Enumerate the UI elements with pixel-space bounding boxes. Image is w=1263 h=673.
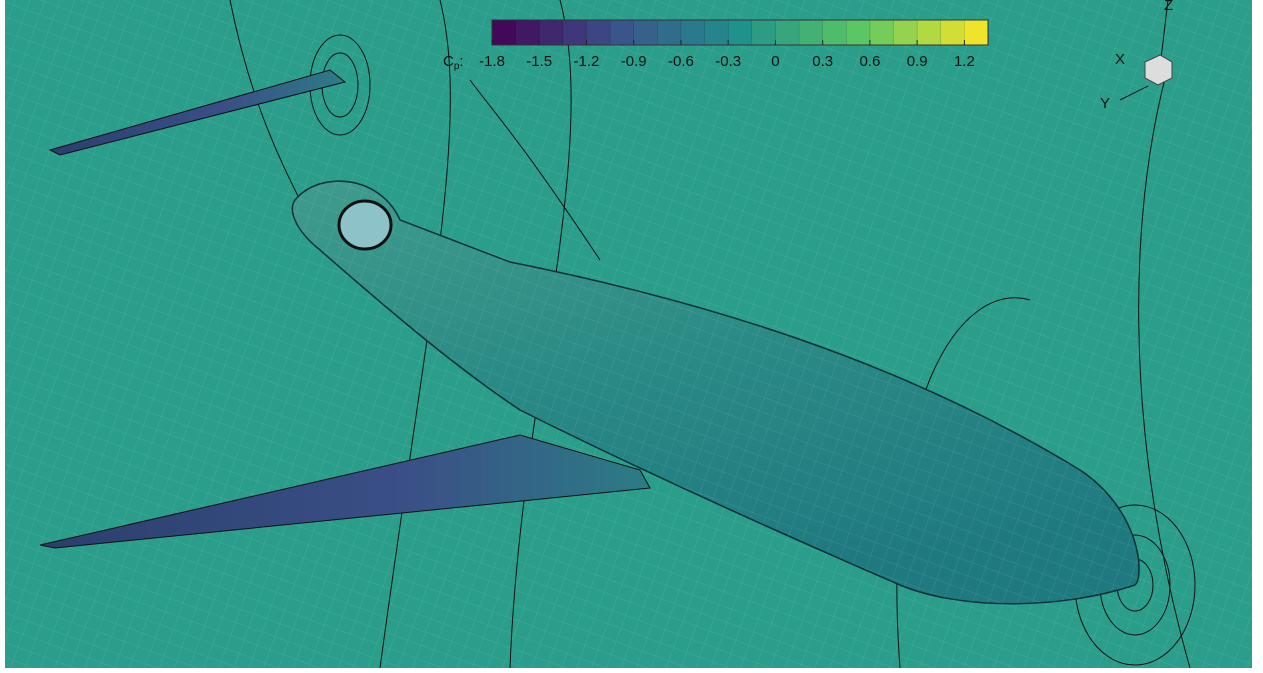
colorbar-band	[515, 19, 540, 46]
colorbar-band	[562, 19, 588, 46]
colorbar-band	[916, 19, 942, 46]
lower-wing	[39, 434, 651, 549]
colorbar-tick-label: 0.9	[907, 53, 928, 70]
colorbar-tick-label: -1.2	[574, 53, 600, 70]
colorbar-tick-label: 1.2	[954, 53, 975, 70]
axis-y-label: Y	[1100, 95, 1110, 112]
axis-x-label: X	[1115, 51, 1125, 68]
colorbar-label-suffix: :	[459, 53, 463, 70]
colorbar-tick-label: 0	[771, 53, 779, 70]
colorbar-band	[491, 19, 517, 46]
colorbar-band	[657, 19, 682, 46]
colorbar-band	[751, 19, 777, 46]
colorbar-label-subscript: p	[454, 61, 460, 72]
colorbar-band	[538, 19, 564, 46]
colorbar-band	[798, 19, 824, 46]
colorbar-tick-label: 0.3	[812, 53, 833, 70]
colorbar-band	[609, 19, 635, 46]
colorbar-band	[940, 19, 966, 46]
colorbar-band	[586, 19, 611, 46]
colorbar-band	[893, 19, 918, 46]
axes-triad: X Y Z	[1100, 0, 1173, 112]
colorbar-label: Cp:	[443, 53, 464, 72]
colorbar-tick-label: -1.5	[526, 53, 552, 70]
colorbar-frame	[491, 19, 989, 46]
colorbar-band	[727, 19, 753, 46]
axis-z-label: Z	[1164, 0, 1173, 14]
colorbar-band	[633, 19, 659, 46]
colorbar-tick-label: -0.6	[668, 53, 694, 70]
colorbar-tick-label: 0.6	[859, 53, 880, 70]
colorbar-band	[822, 19, 848, 46]
intake	[337, 199, 393, 251]
colorbar: -1.8 -1.5 -1.2 -0.9 -0.6 -0.3 0 0.3 0.6 0.9 1.2 Cp:	[443, 19, 989, 72]
colorbar-band	[704, 19, 729, 46]
fuselage-mesh	[292, 181, 1140, 604]
colorbar-tick-label: -0.9	[621, 53, 647, 70]
colorbar-band	[680, 19, 706, 46]
colorbar-label-base: C	[443, 53, 454, 70]
colorbar-tick-label: -1.8	[479, 53, 505, 70]
colorbar-band	[846, 19, 871, 46]
colorbar-band	[869, 19, 895, 46]
colorbar-tick-label: -0.3	[715, 53, 741, 70]
colorbar-band	[964, 19, 989, 46]
upper-wing	[48, 69, 347, 156]
colorbar-band	[775, 19, 800, 46]
